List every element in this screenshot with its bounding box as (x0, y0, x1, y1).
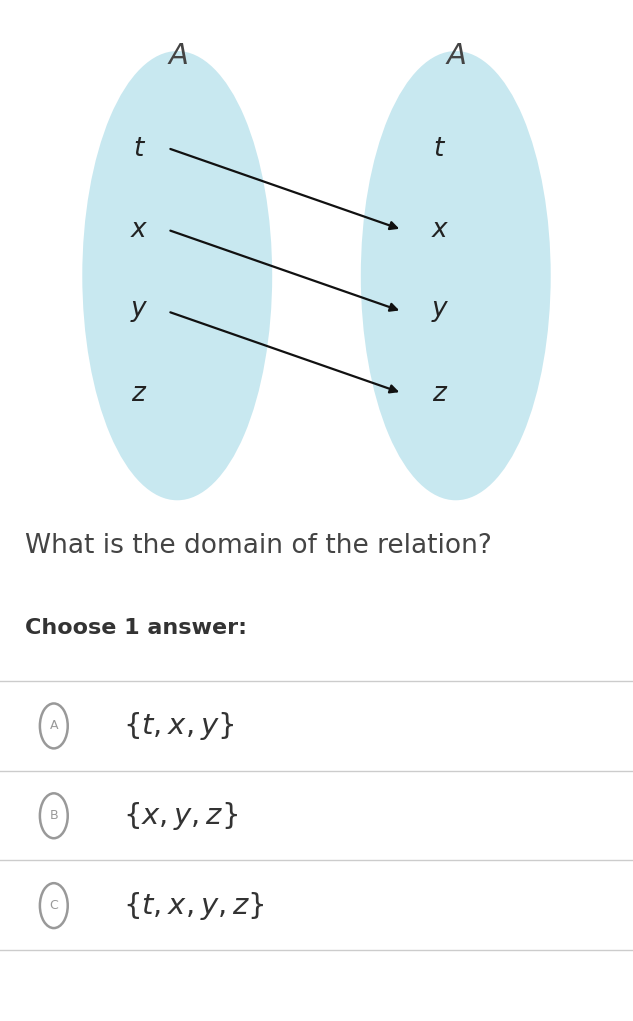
Ellipse shape (361, 51, 551, 500)
Text: $\{x, y, z\}$: $\{x, y, z\}$ (123, 799, 239, 832)
Text: C: C (49, 900, 58, 912)
Ellipse shape (82, 51, 272, 500)
Text: $z$: $z$ (131, 381, 147, 405)
Text: What is the domain of the relation?: What is the domain of the relation? (25, 533, 492, 560)
Text: $\{t, x, y, z\}$: $\{t, x, y, z\}$ (123, 889, 265, 922)
Text: $\{t, x, y\}$: $\{t, x, y\}$ (123, 710, 235, 742)
Text: Choose 1 answer:: Choose 1 answer: (25, 618, 248, 638)
Text: $x$: $x$ (430, 217, 449, 242)
Text: $t$: $t$ (133, 136, 146, 160)
Text: $z$: $z$ (432, 381, 448, 405)
Text: $x$: $x$ (130, 217, 149, 242)
Text: B: B (49, 810, 58, 822)
Text: A: A (49, 720, 58, 732)
Text: $t$: $t$ (434, 136, 446, 160)
Text: $A$: $A$ (166, 42, 188, 70)
Text: $A$: $A$ (445, 42, 467, 70)
Text: $y$: $y$ (130, 299, 149, 324)
Text: $y$: $y$ (430, 299, 449, 324)
